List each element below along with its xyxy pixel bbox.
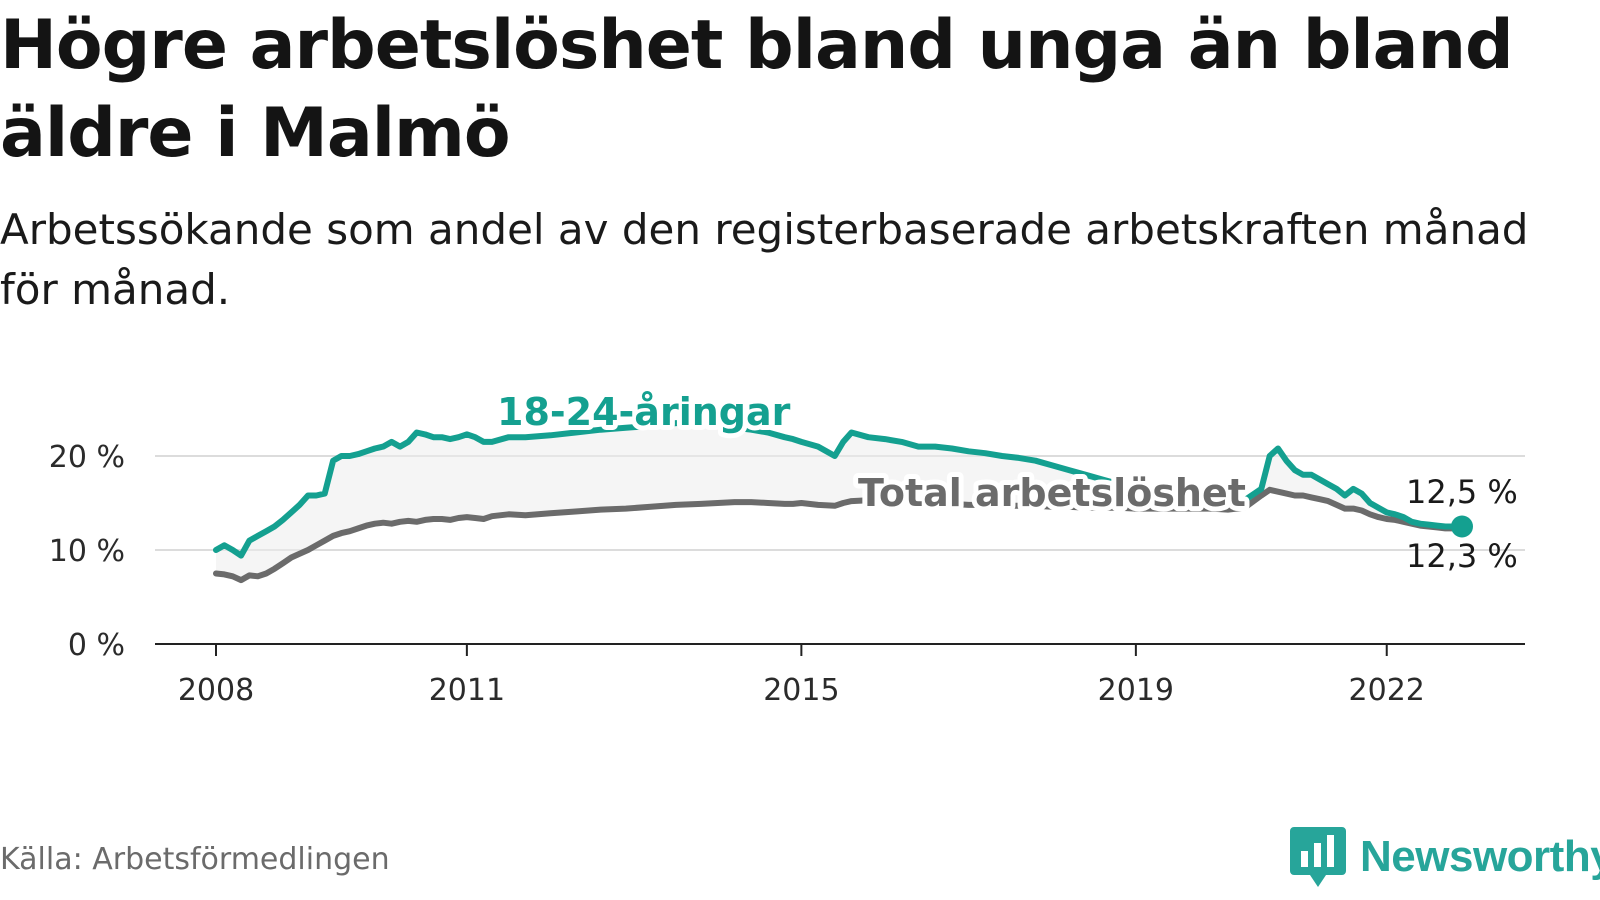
y-tick-label: 20 % bbox=[49, 440, 125, 475]
newsworthy-logo-icon bbox=[1290, 827, 1346, 887]
brand[interactable]: Newsworthy bbox=[1290, 822, 1600, 892]
end-label-total: 12,3 % bbox=[1406, 537, 1518, 575]
brand-name: Newsworthy bbox=[1360, 832, 1600, 881]
source-note: Källa: Arbetsförmedlingen bbox=[0, 842, 390, 877]
chart-subtitle: Arbetssökande som andel av den registerb… bbox=[0, 205, 1529, 314]
series-labels: 18-24-åringar Total arbetslöshet 12,5 % 12,… bbox=[492, 385, 1518, 575]
x-tick-label: 2011 bbox=[429, 673, 505, 708]
end-point-youth bbox=[1451, 515, 1473, 538]
series-label-total: Total arbetslöshet bbox=[858, 471, 1246, 515]
series-line-total bbox=[213, 486, 1465, 584]
series-label-youth: 18-24-åringar bbox=[497, 390, 791, 434]
chart-title: Högre arbetslöshet bland unga än bland ä… bbox=[0, 6, 1514, 173]
x-tick-label: 2015 bbox=[763, 673, 839, 708]
x-tick-label: 2019 bbox=[1098, 673, 1174, 708]
line-chart: 0 % 10 % 20 % 2008 2011 2015 2019 2022 18-24-å… bbox=[49, 385, 1525, 708]
x-axis-ticks: 2008 2011 2015 2019 2022 bbox=[178, 644, 1425, 708]
x-tick-label: 2008 bbox=[178, 673, 254, 708]
series-line-youth bbox=[213, 420, 1465, 559]
series-lines bbox=[213, 420, 1473, 584]
y-tick-label: 0 % bbox=[68, 628, 125, 663]
x-tick-label: 2022 bbox=[1349, 673, 1425, 708]
end-label-youth: 12,5 % bbox=[1406, 473, 1518, 511]
y-axis-ticks: 0 % 10 % 20 % bbox=[49, 440, 125, 663]
y-tick-label: 10 % bbox=[49, 534, 125, 569]
